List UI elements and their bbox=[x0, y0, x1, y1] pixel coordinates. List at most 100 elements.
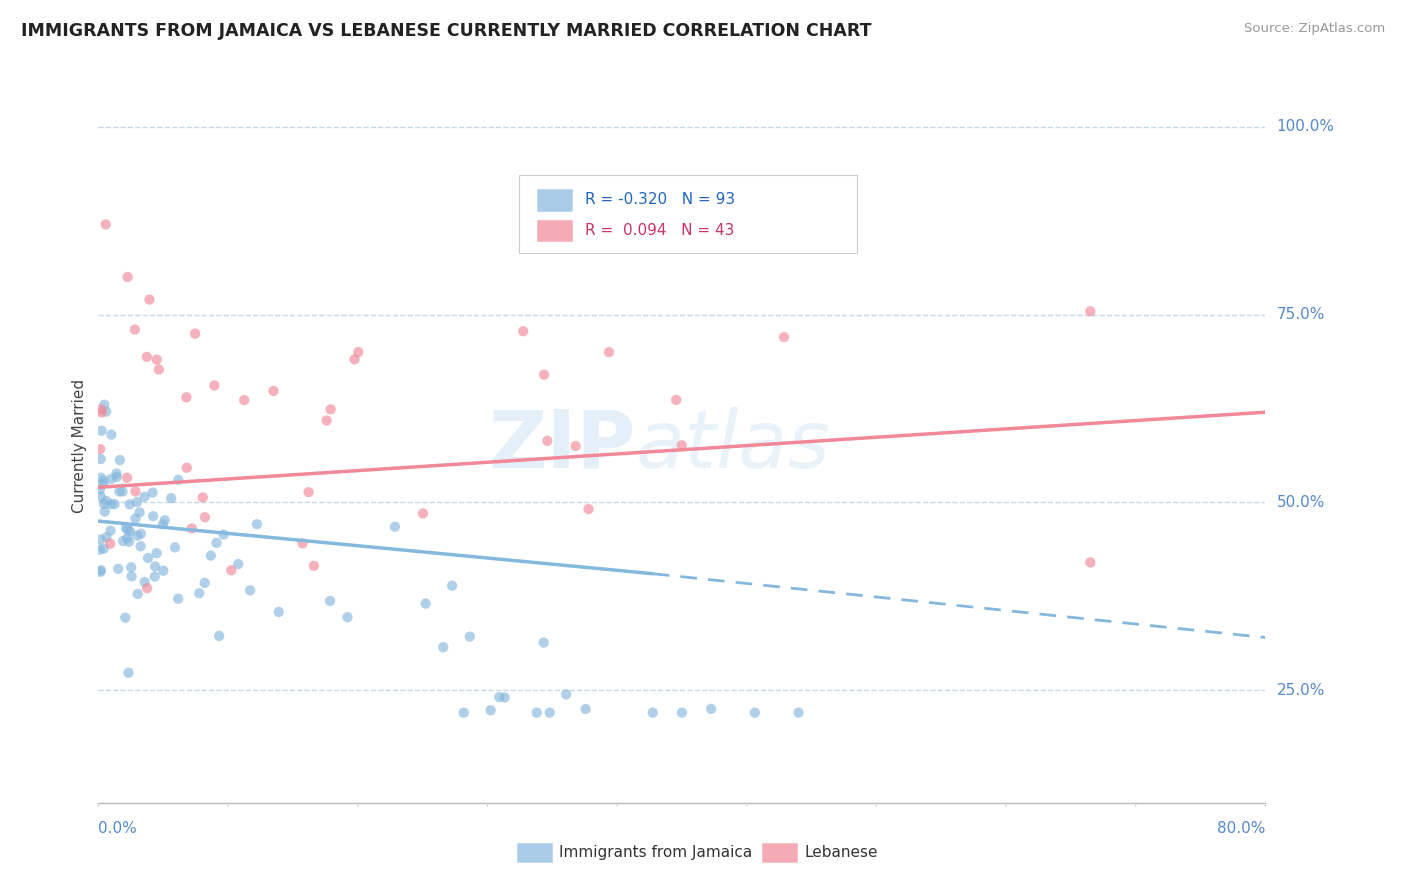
Point bbox=[129, 526, 152, 541]
Point bbox=[441, 579, 464, 593]
Point bbox=[112, 533, 135, 548]
Point bbox=[111, 484, 134, 499]
Point bbox=[160, 491, 183, 505]
Point bbox=[118, 534, 141, 549]
Point bbox=[103, 497, 125, 511]
Point bbox=[100, 497, 122, 511]
Point bbox=[384, 519, 406, 533]
Text: 50.0%: 50.0% bbox=[1277, 495, 1324, 510]
Point bbox=[124, 511, 146, 525]
Text: Immigrants from Jamaica: Immigrants from Jamaica bbox=[560, 846, 752, 860]
Point bbox=[336, 610, 359, 624]
Point bbox=[1080, 556, 1102, 570]
Point bbox=[107, 562, 129, 576]
Text: R =  0.094   N = 43: R = 0.094 N = 43 bbox=[585, 223, 734, 238]
Point bbox=[205, 536, 228, 550]
Point bbox=[1080, 304, 1102, 318]
Point bbox=[105, 470, 128, 484]
FancyBboxPatch shape bbox=[762, 843, 797, 862]
Point bbox=[787, 706, 810, 720]
Point bbox=[114, 611, 136, 625]
Point bbox=[108, 453, 131, 467]
Point bbox=[124, 484, 146, 499]
Point bbox=[176, 460, 198, 475]
Point bbox=[671, 706, 693, 720]
Point bbox=[143, 559, 166, 574]
Point bbox=[89, 565, 111, 579]
Point bbox=[90, 563, 112, 577]
Point bbox=[93, 497, 115, 511]
Point bbox=[176, 390, 198, 404]
Text: Source: ZipAtlas.com: Source: ZipAtlas.com bbox=[1244, 22, 1385, 36]
Point bbox=[118, 497, 141, 511]
Point bbox=[93, 505, 115, 519]
Point bbox=[117, 523, 139, 537]
Point bbox=[167, 473, 190, 487]
Point bbox=[536, 434, 558, 448]
Point bbox=[134, 575, 156, 590]
Text: IMMIGRANTS FROM JAMAICA VS LEBANESE CURRENTLY MARRIED CORRELATION CHART: IMMIGRANTS FROM JAMAICA VS LEBANESE CURR… bbox=[21, 22, 872, 40]
Point bbox=[202, 378, 225, 392]
Point bbox=[127, 529, 149, 543]
Point bbox=[315, 413, 337, 427]
Text: 100.0%: 100.0% bbox=[1277, 120, 1334, 135]
Point bbox=[262, 384, 284, 398]
Point bbox=[184, 326, 207, 341]
Point bbox=[744, 706, 766, 720]
Point bbox=[432, 640, 454, 655]
Point bbox=[239, 583, 262, 598]
Point bbox=[180, 521, 202, 535]
Point bbox=[124, 322, 146, 336]
Point bbox=[297, 485, 319, 500]
Text: Lebanese: Lebanese bbox=[804, 846, 877, 860]
Point bbox=[89, 542, 111, 557]
Point bbox=[115, 521, 138, 535]
Point bbox=[115, 531, 138, 545]
Point bbox=[453, 706, 475, 720]
Text: atlas: atlas bbox=[636, 407, 830, 485]
Point bbox=[105, 467, 128, 481]
Point bbox=[115, 471, 138, 485]
Point bbox=[219, 563, 242, 577]
Point bbox=[100, 524, 122, 538]
Text: 25.0%: 25.0% bbox=[1277, 682, 1324, 698]
Point bbox=[512, 324, 534, 338]
Text: 80.0%: 80.0% bbox=[1218, 822, 1265, 837]
Point bbox=[90, 402, 112, 417]
FancyBboxPatch shape bbox=[537, 219, 572, 241]
Point bbox=[89, 442, 111, 457]
Point bbox=[167, 591, 190, 606]
Point bbox=[142, 485, 165, 500]
Point bbox=[146, 352, 169, 367]
Point bbox=[233, 393, 256, 408]
Point bbox=[200, 549, 222, 563]
Point bbox=[108, 484, 131, 499]
Point bbox=[526, 706, 548, 720]
Point bbox=[129, 539, 152, 553]
Point bbox=[415, 597, 437, 611]
Point bbox=[538, 706, 561, 720]
Point bbox=[598, 345, 620, 359]
Point bbox=[347, 345, 370, 359]
Point bbox=[533, 635, 555, 649]
FancyBboxPatch shape bbox=[519, 175, 858, 253]
Point bbox=[128, 505, 150, 519]
Point bbox=[458, 630, 481, 644]
Point bbox=[93, 474, 115, 488]
Point bbox=[555, 687, 578, 701]
Point bbox=[100, 472, 122, 486]
Point bbox=[208, 629, 231, 643]
Point bbox=[89, 533, 111, 547]
Point bbox=[319, 594, 342, 608]
Point bbox=[90, 424, 112, 438]
Point bbox=[191, 491, 214, 505]
Point bbox=[145, 546, 167, 560]
Point bbox=[412, 507, 434, 521]
Point bbox=[135, 350, 157, 364]
Point bbox=[575, 702, 598, 716]
Point bbox=[533, 368, 555, 382]
Point bbox=[96, 494, 118, 508]
Point bbox=[100, 427, 122, 442]
Point bbox=[641, 706, 664, 720]
Point bbox=[319, 402, 342, 417]
